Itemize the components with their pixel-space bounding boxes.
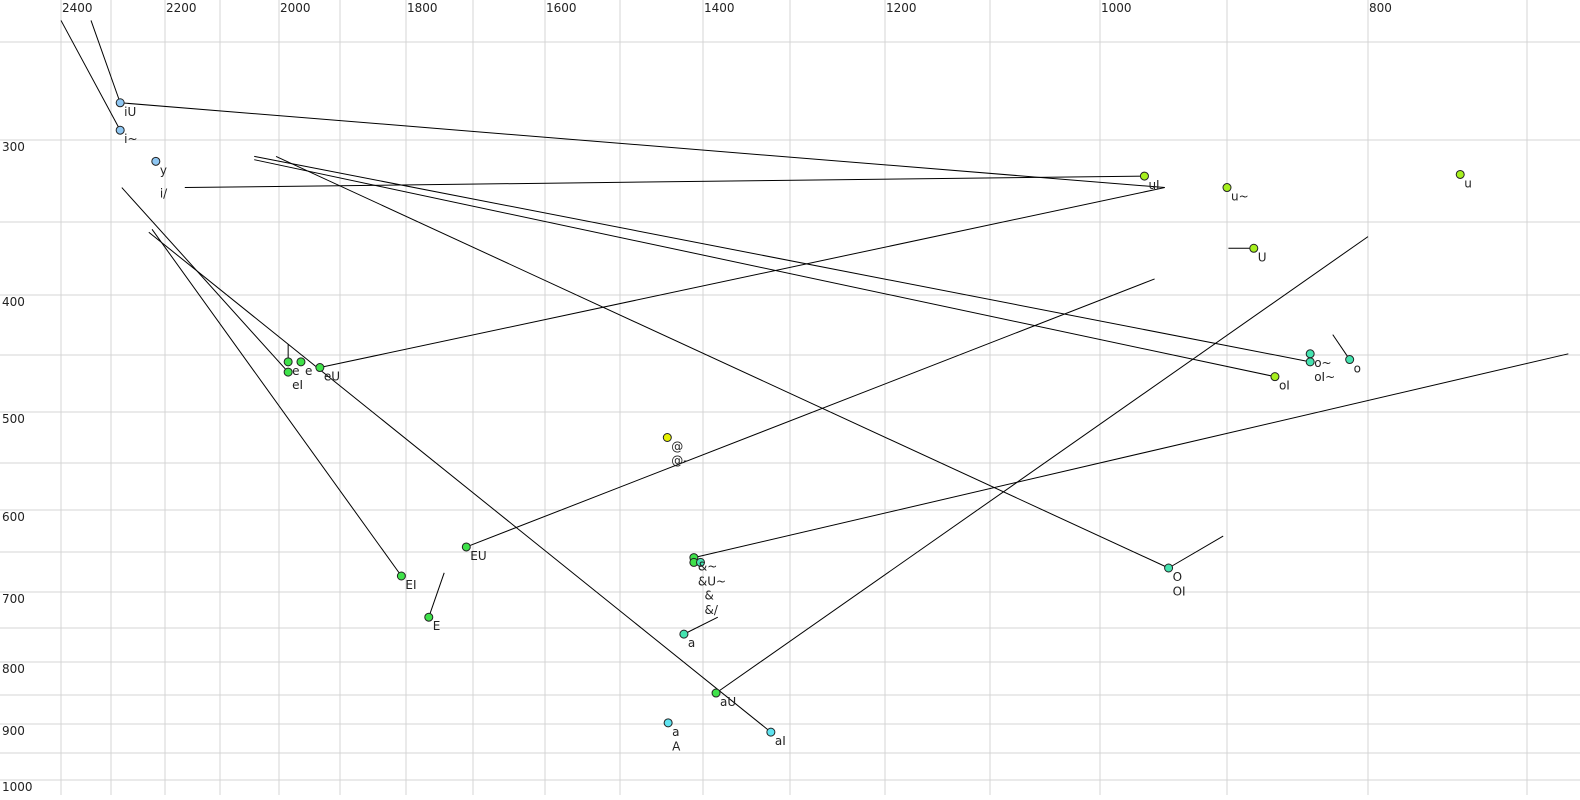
trajectory-line [428, 572, 445, 618]
vowel-point [1455, 169, 1465, 179]
vowel-label: OI [1173, 584, 1186, 598]
vowel-point [283, 357, 293, 367]
trajectory-line [151, 229, 402, 577]
vowel-label: O [1173, 570, 1182, 584]
vowel-label: U [1258, 250, 1267, 264]
vowel-point [296, 357, 306, 367]
trajectory-line [120, 102, 1165, 189]
vowel-label: e [305, 364, 312, 378]
vowel-point [151, 156, 161, 166]
trajectory-line [60, 20, 121, 131]
vowel-label: o [1354, 362, 1361, 376]
vowel-label: iU [124, 105, 136, 119]
vowel-label: oI~ [1314, 370, 1335, 384]
vowel-point [1305, 357, 1315, 367]
y-tick-label: 600 [2, 510, 25, 524]
vowel-label: &~ [698, 560, 717, 574]
x-tick-label: 1400 [704, 1, 735, 15]
vowel-label: oI [1279, 379, 1290, 393]
x-tick-label: 2200 [166, 1, 197, 15]
y-tick-label: 800 [2, 662, 25, 676]
vowel-label: u [1464, 176, 1472, 190]
y-tick-label: 700 [2, 592, 25, 606]
trajectory-line [683, 616, 719, 635]
vowel-label: u~ [1231, 190, 1249, 204]
vowel-point [1139, 171, 1149, 181]
vowel-label: e [292, 364, 299, 378]
x-tick-label: 1600 [546, 1, 577, 15]
vowel-point [1305, 349, 1315, 359]
vowel-point [424, 612, 434, 622]
vowel-point [461, 542, 471, 552]
y-axis-ticks: 300 400 500 600 700 800 900 1000 [2, 140, 33, 794]
trajectory-line [693, 353, 1569, 559]
vowel-label: uI [1148, 178, 1159, 192]
x-tick-label: 1200 [886, 1, 917, 15]
trajectory-line [715, 236, 1369, 694]
trajectory-line [319, 187, 1165, 369]
vowel-point [696, 557, 706, 567]
vowel-label: EI [405, 578, 416, 592]
trajectories [60, 20, 1569, 733]
y-tick-label: 500 [2, 412, 25, 426]
x-tick-label: 2400 [62, 1, 93, 15]
vowel-label: aU [720, 695, 736, 709]
vowel-point [711, 688, 721, 698]
trajectory-line [254, 155, 1311, 363]
vowel-label: A [672, 740, 681, 754]
trajectory-line [1168, 535, 1224, 569]
vowel-point [396, 571, 406, 581]
trajectory-line [121, 187, 289, 373]
trajectory-line [254, 159, 1276, 378]
vowel-point [662, 433, 672, 442]
x-axis-ticks: 2400 2200 2000 1800 1600 1400 1200 1000 800 [62, 1, 1392, 15]
vowel-label: @- [671, 454, 687, 468]
vowel-label: y [160, 163, 167, 177]
vowel-label: a [672, 725, 679, 739]
vowel-label: &U~ [698, 574, 726, 588]
y-tick-label: 300 [2, 140, 25, 154]
trajectory-line [90, 20, 121, 103]
vowel-point [115, 125, 125, 135]
vowel-point [115, 98, 125, 108]
vowel-label: EU [470, 549, 486, 563]
y-tick-label: 1000 [2, 780, 33, 794]
vowel-label: aI [775, 734, 786, 748]
points: iU i~ y i/u uI u~ Uo~oI~ o oI e eeI eU @@- EU &~&U~&&/… [115, 98, 1472, 754]
x-tick-label: 2000 [280, 1, 311, 15]
vowel-point [1270, 372, 1280, 382]
vowel-point [766, 727, 776, 737]
x-tick-label: 800 [1369, 1, 1392, 15]
vowel-point [1345, 355, 1355, 365]
vowel-label: & [705, 588, 714, 602]
x-tick-label: 1000 [1101, 1, 1132, 15]
trajectory-line [1332, 334, 1351, 360]
vowel-label: E [433, 619, 441, 633]
y-tick-label: 400 [2, 295, 25, 309]
trajectory-line [184, 175, 1145, 189]
vowel-label: eI [292, 378, 303, 392]
trajectory-line [275, 155, 1169, 569]
vowel-label: a [688, 636, 695, 650]
trajectory-line [466, 278, 1155, 548]
vowel-point [283, 367, 293, 377]
vowel-point [663, 718, 673, 728]
vowel-label: &/ [705, 603, 719, 617]
vowel-point [315, 363, 325, 373]
vowel-point [1222, 183, 1232, 193]
vowel-label: eU [324, 370, 340, 384]
y-tick-label: 900 [2, 724, 25, 738]
vowel-point [1249, 243, 1259, 253]
trajectory-line [148, 231, 772, 733]
vowel-point [1164, 563, 1174, 573]
vowel-point [679, 629, 689, 639]
vowel-label: @ [671, 440, 683, 454]
vowel-label: o~ [1314, 356, 1331, 370]
x-tick-label: 1800 [407, 1, 438, 15]
vowel-label: i~ [124, 132, 137, 146]
vowel-label: i/ [160, 187, 168, 201]
